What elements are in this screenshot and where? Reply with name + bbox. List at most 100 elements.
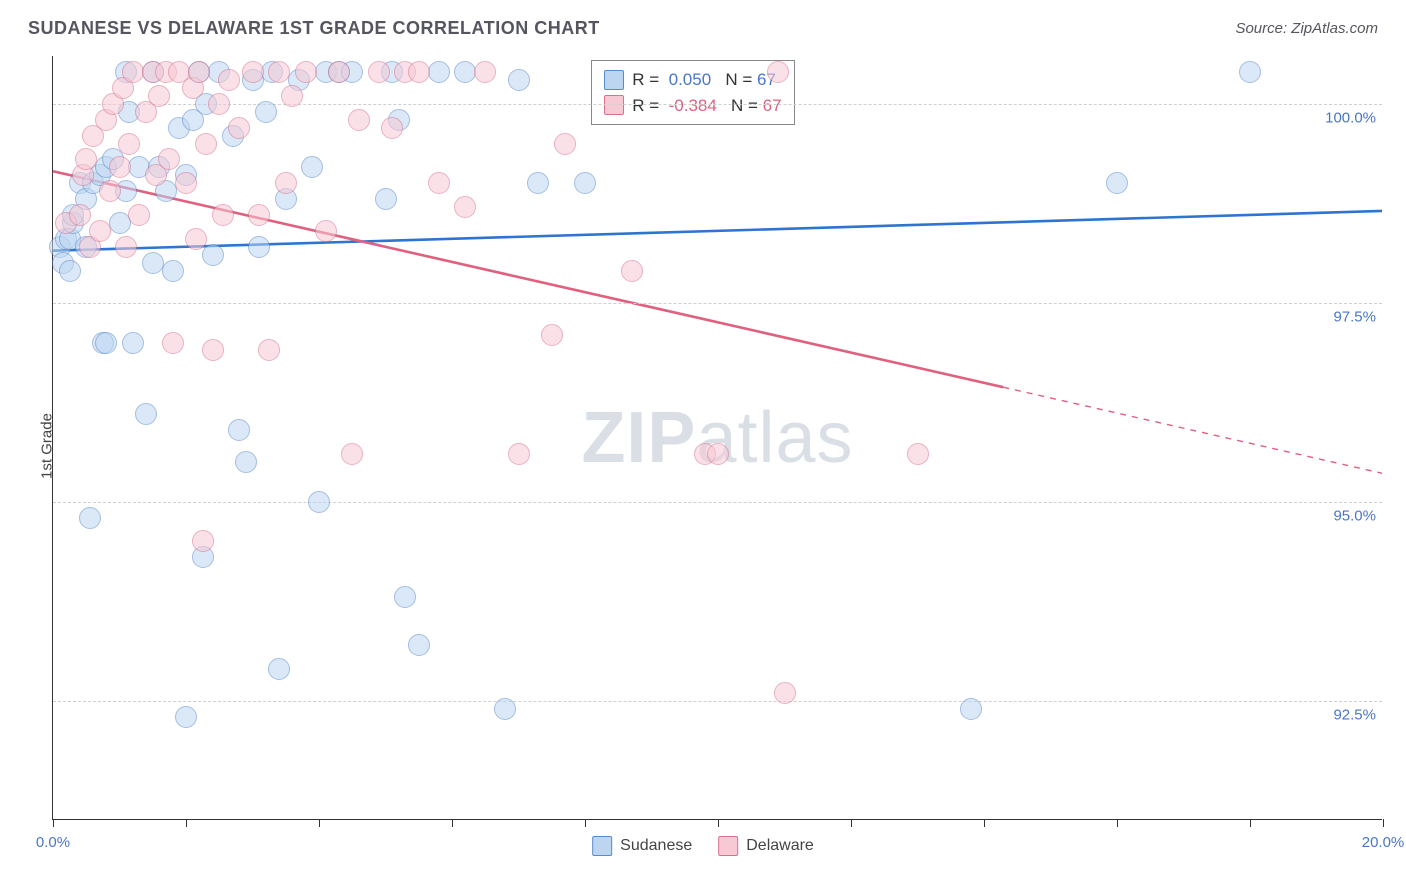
stats-legend-box: R = 0.050 N = 67R = -0.384 N = 67: [591, 60, 794, 125]
data-point: [494, 698, 516, 720]
legend-swatch-icon: [592, 836, 612, 856]
data-point: [122, 332, 144, 354]
data-point: [175, 172, 197, 194]
y-tick-label: 97.5%: [1333, 308, 1376, 325]
data-point: [228, 419, 250, 441]
data-point: [454, 196, 476, 218]
watermark-part1: ZIP: [581, 398, 696, 478]
data-point: [375, 188, 397, 210]
data-point: [508, 69, 530, 91]
data-point: [218, 69, 240, 91]
data-point: [122, 61, 144, 83]
gridline: [53, 104, 1382, 105]
data-point: [99, 180, 121, 202]
data-point: [774, 682, 796, 704]
data-point: [428, 172, 450, 194]
x-tick: [1117, 819, 1118, 827]
data-point: [574, 172, 596, 194]
data-point: [115, 236, 137, 258]
data-point: [255, 101, 277, 123]
data-point: [621, 260, 643, 282]
x-tick-label-left: 0.0%: [36, 834, 70, 851]
data-point: [75, 148, 97, 170]
data-point: [707, 443, 729, 465]
data-point: [188, 61, 210, 83]
data-point: [212, 204, 234, 226]
data-point: [89, 220, 111, 242]
data-point: [508, 443, 530, 465]
data-point: [142, 252, 164, 274]
data-point: [148, 85, 170, 107]
data-point: [408, 634, 430, 656]
data-point: [1239, 61, 1261, 83]
data-point: [295, 61, 317, 83]
data-point: [248, 236, 270, 258]
x-tick: [585, 819, 586, 827]
data-point: [1106, 172, 1128, 194]
data-point: [428, 61, 450, 83]
gridline: [53, 701, 1382, 702]
data-point: [275, 172, 297, 194]
data-point: [258, 339, 280, 361]
watermark-part2: atlas: [696, 398, 853, 478]
data-point: [202, 244, 224, 266]
data-point: [162, 332, 184, 354]
legend-swatch-icon: [604, 70, 624, 90]
data-point: [907, 443, 929, 465]
trend-line-extrapolated: [1003, 387, 1382, 473]
source-label: Source: ZipAtlas.com: [1235, 20, 1378, 37]
data-point: [474, 61, 496, 83]
data-point: [268, 658, 290, 680]
data-point: [301, 156, 323, 178]
stats-row: R = -0.384 N = 67: [604, 93, 781, 119]
trend-lines-svg: [53, 56, 1382, 819]
data-point: [118, 133, 140, 155]
data-point: [185, 228, 207, 250]
data-point: [268, 61, 290, 83]
data-point: [328, 61, 350, 83]
data-point: [541, 324, 563, 346]
data-point: [394, 586, 416, 608]
data-point: [235, 451, 257, 473]
data-point: [175, 706, 197, 728]
data-point: [308, 491, 330, 513]
data-point: [454, 61, 476, 83]
data-point: [192, 530, 214, 552]
y-tick-label: 100.0%: [1325, 109, 1376, 126]
y-tick-label: 95.0%: [1333, 507, 1376, 524]
scatter-plot: ZIPatlas R = 0.050 N = 67R = -0.384 N = …: [52, 56, 1382, 820]
data-point: [228, 117, 250, 139]
x-tick: [186, 819, 187, 827]
data-point: [341, 443, 363, 465]
x-tick: [53, 819, 54, 827]
x-tick: [851, 819, 852, 827]
data-point: [315, 220, 337, 242]
bottom-legend: Sudanese Delaware: [592, 836, 814, 856]
data-point: [109, 212, 131, 234]
data-point: [960, 698, 982, 720]
stats-text: R = 0.050 N = 67: [632, 67, 776, 93]
data-point: [767, 61, 789, 83]
data-point: [202, 339, 224, 361]
x-tick: [718, 819, 719, 827]
y-tick-label: 92.5%: [1333, 706, 1376, 723]
data-point: [348, 109, 370, 131]
data-point: [408, 61, 430, 83]
data-point: [368, 61, 390, 83]
x-tick-label-right: 20.0%: [1362, 834, 1405, 851]
data-point: [242, 61, 264, 83]
data-point: [554, 133, 576, 155]
x-tick: [1250, 819, 1251, 827]
data-point: [135, 403, 157, 425]
data-point: [162, 260, 184, 282]
x-tick: [319, 819, 320, 827]
gridline: [53, 303, 1382, 304]
legend-swatch-icon: [604, 95, 624, 115]
data-point: [59, 260, 81, 282]
x-tick: [452, 819, 453, 827]
legend-item: Sudanese: [592, 836, 692, 856]
stats-row: R = 0.050 N = 67: [604, 67, 781, 93]
x-tick: [1383, 819, 1384, 827]
legend-label: Delaware: [746, 837, 814, 855]
watermark: ZIPatlas: [581, 397, 853, 479]
